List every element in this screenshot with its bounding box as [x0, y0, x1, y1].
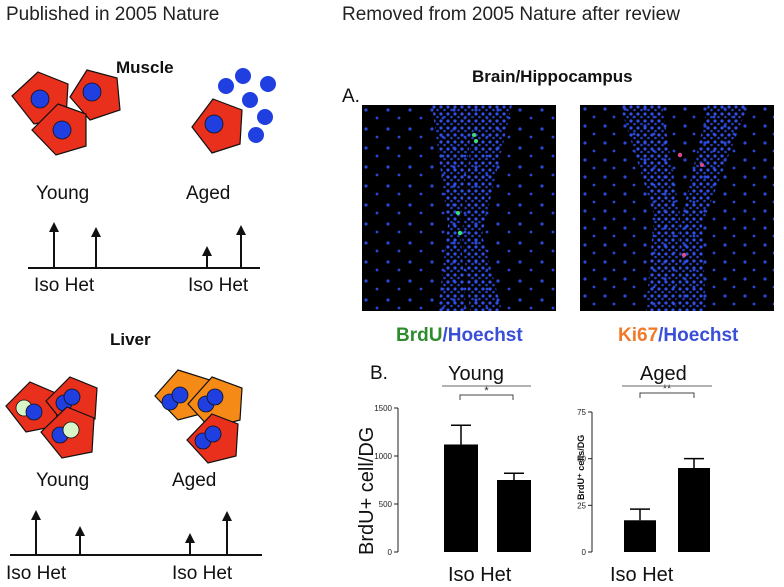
young-chart-marks: 0 500 1000 1500 * [374, 385, 531, 557]
liver-young-label: Young [36, 470, 90, 491]
significance-label: * [484, 385, 489, 397]
brdu-image [362, 105, 556, 311]
y-tick-label: 0 [582, 548, 587, 557]
y-tick-label: 1500 [374, 404, 392, 413]
brdu-stain-label: BrdU/Hoechst [396, 325, 523, 347]
aged-liver-cells [154, 369, 243, 464]
significance-bracket [459, 394, 514, 400]
aged-chart-marks: 0 25 50 75 ** [577, 383, 712, 557]
y-tick-label: 0 [388, 548, 393, 557]
liver-axis-aged: Iso Het [172, 563, 233, 584]
right-header: Removed from 2005 Nature after review [342, 4, 680, 25]
muscle-axis-young: Iso Het [34, 275, 95, 296]
ki67-stain-label: Ki67/Hoechst [618, 325, 738, 347]
young-muscle-cells [11, 69, 121, 156]
aged-chart-title: Aged [640, 363, 687, 385]
liver-title: Liver [110, 330, 151, 349]
bar-het [497, 480, 531, 552]
muscle-axis-aged: Iso Het [188, 275, 249, 296]
brain-title: Brain/Hippocampus [472, 67, 633, 86]
aged-muscle-cells [191, 68, 276, 154]
left-header: Published in 2005 Nature [6, 4, 220, 25]
muscle-aged-label: Aged [186, 183, 231, 204]
ki67-micrograph [580, 105, 774, 311]
bar-iso [444, 444, 478, 552]
liver-aged-label: Aged [172, 470, 217, 491]
young-liver-cells [5, 376, 98, 459]
significance-bracket [639, 392, 695, 398]
panel-b-label: B. [370, 363, 388, 384]
ki67-image [580, 105, 774, 311]
brdu-marker: BrdU [396, 325, 443, 346]
liver-arrows [10, 510, 262, 556]
ki67-marker: Ki67 [618, 325, 659, 346]
muscle-young-label: Young [36, 183, 90, 204]
y-tick-label: 75 [577, 408, 586, 417]
y-tick-label: 50 [577, 455, 586, 464]
y-tick-label: 25 [577, 501, 586, 510]
significance-label: ** [663, 383, 672, 395]
young-chart-xlabel: Iso Het [448, 564, 512, 586]
liver-axis-young: Iso Het [6, 563, 67, 584]
aged-chart-xlabel: Iso Het [610, 564, 674, 586]
hoechst-left: /Hoechst [442, 325, 523, 346]
y-tick-label: 500 [379, 500, 393, 509]
young-chart-title: Young [448, 363, 504, 385]
brdu-micrograph [362, 105, 556, 311]
panel-a-label: A. [342, 86, 360, 107]
bar-iso [624, 520, 656, 552]
hoechst-right: /Hoechst [658, 325, 739, 346]
muscle-arrows [28, 222, 260, 269]
muscle-title: Muscle [116, 58, 174, 77]
y-tick-label: 1000 [374, 452, 392, 461]
bar-het [678, 468, 710, 552]
